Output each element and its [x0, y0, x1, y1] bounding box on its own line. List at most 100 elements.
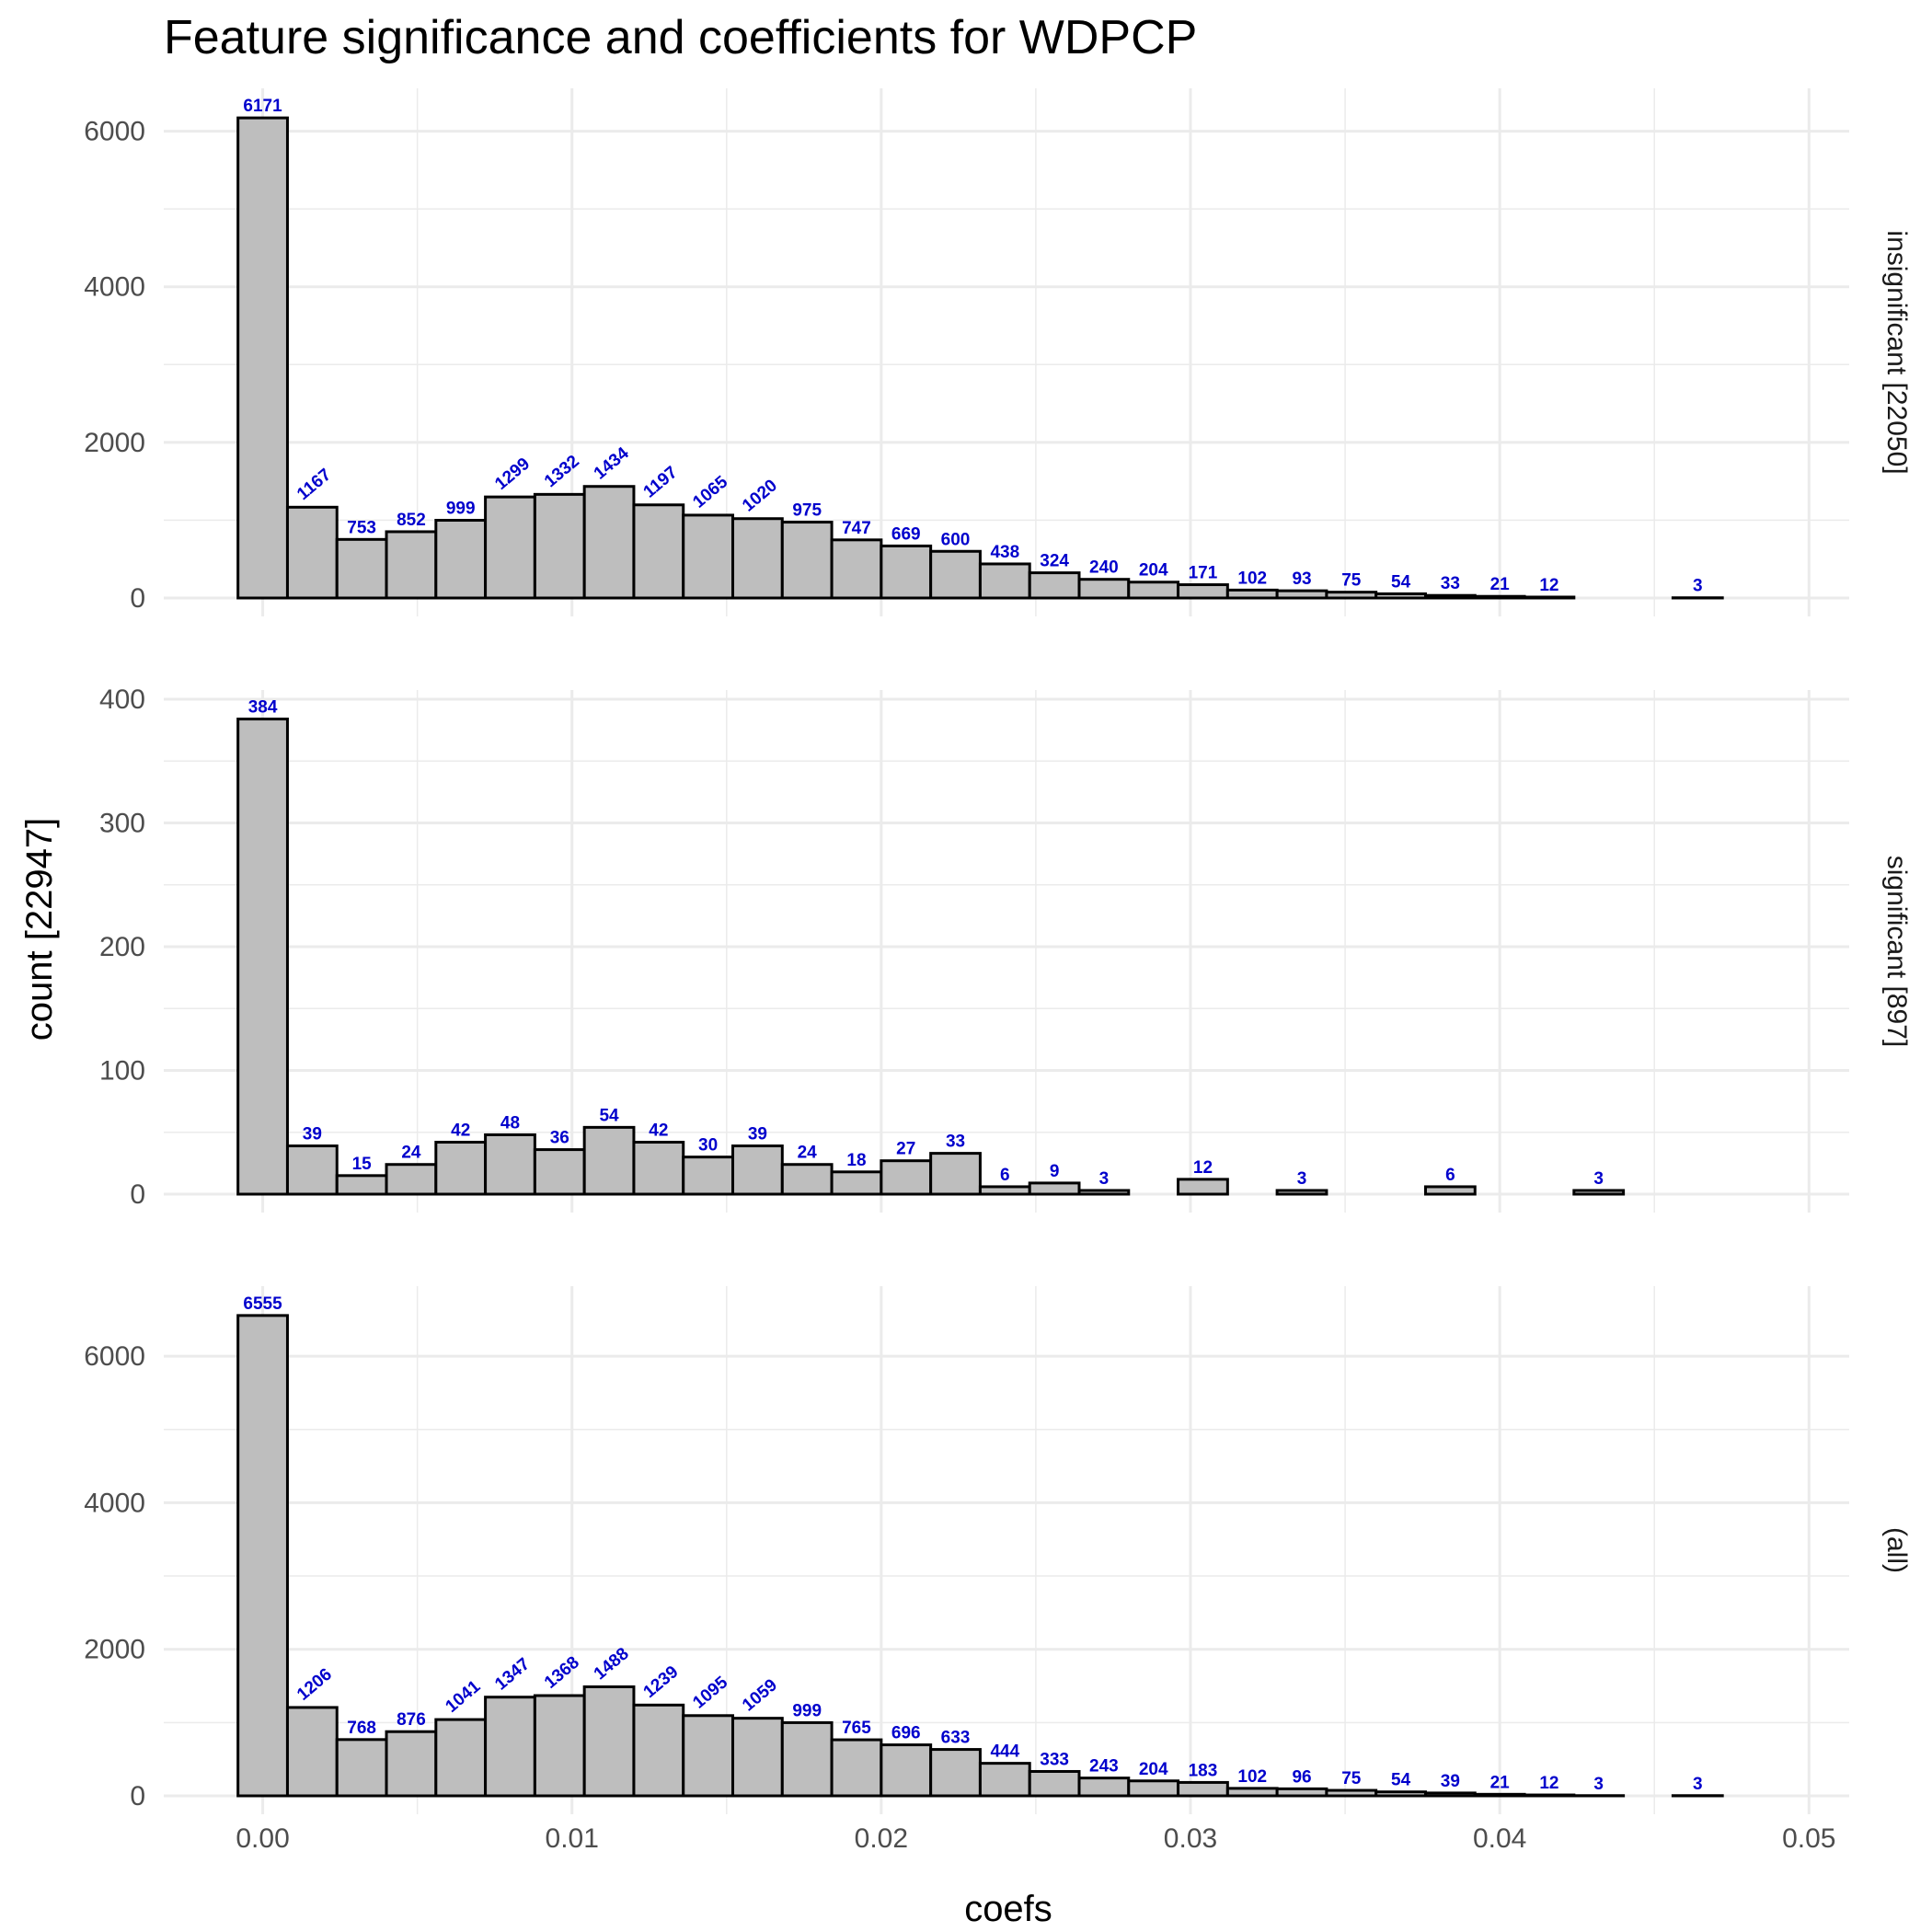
bar-value-label: 696 — [891, 1724, 921, 1743]
histogram-bar — [236, 718, 289, 1196]
histogram-bar — [1423, 593, 1477, 600]
bar-value-label: 1020 — [739, 476, 781, 515]
bar-value-label: 600 — [941, 530, 971, 549]
bar-value-label: 1041 — [442, 1676, 484, 1717]
y-tick-label: 4000 — [84, 1488, 145, 1518]
histogram-bar — [434, 1141, 488, 1196]
histogram-bar — [1077, 1777, 1131, 1798]
y-tick-label: 200 — [99, 932, 145, 962]
histogram-bar — [1275, 1787, 1328, 1798]
bar-value-label: 765 — [842, 1719, 871, 1738]
histogram-bar — [434, 1718, 488, 1798]
x-tick-label: 0.05 — [1782, 1823, 1835, 1854]
y-tick-label: 400 — [99, 684, 145, 715]
histogram-bar — [780, 521, 834, 600]
bar-value-label: 438 — [990, 543, 1019, 562]
y-tick-label: 2000 — [84, 1635, 145, 1665]
histogram-bar — [1473, 1792, 1526, 1798]
histogram-bar — [880, 1743, 933, 1798]
bar-value-label: 747 — [842, 519, 871, 538]
bar-value-label: 1065 — [689, 472, 731, 512]
bar-value-label: 102 — [1237, 1767, 1267, 1787]
x-tick-label: 0.00 — [236, 1823, 289, 1854]
histogram-bar — [533, 492, 586, 600]
bar-value-label: 75 — [1341, 1769, 1362, 1788]
histogram-bar — [1077, 1189, 1131, 1196]
bar-value-label: 444 — [990, 1742, 1019, 1762]
histogram-bar — [1127, 581, 1180, 600]
histogram-bar — [880, 1159, 933, 1196]
bar-value-label: 1332 — [541, 452, 583, 491]
bar-value-label: 1167 — [293, 466, 335, 505]
bar-value-label: 6171 — [243, 97, 282, 116]
histogram-bar — [533, 1148, 586, 1196]
bar-value-label: 42 — [451, 1121, 470, 1141]
histogram-bar — [1177, 583, 1229, 600]
bar-value-label: 30 — [698, 1136, 718, 1156]
bar-value-label: 27 — [896, 1140, 915, 1159]
histogram-bar — [780, 1720, 834, 1798]
histogram-bar — [484, 1133, 536, 1196]
histogram-bar — [682, 513, 735, 600]
bar-value-label: 9 — [1050, 1162, 1060, 1181]
histogram-bar — [1325, 1788, 1378, 1798]
bar-value-label: 54 — [1391, 1771, 1411, 1790]
histogram-bar — [582, 1125, 636, 1196]
histogram-bar — [632, 1141, 685, 1196]
histogram-bar — [1572, 1189, 1626, 1196]
bar-value-label: 21 — [1490, 575, 1511, 594]
histogram-bar — [929, 1152, 982, 1196]
bar-value-label: 669 — [891, 524, 921, 544]
histogram-bar — [682, 1156, 735, 1196]
bar-value-label: 42 — [649, 1121, 668, 1141]
y-tick-label: 0 — [130, 1781, 145, 1811]
bar-value-label: 93 — [1292, 569, 1311, 589]
bar-value-label: 1206 — [293, 1665, 336, 1705]
histogram-bar — [632, 503, 685, 600]
y-tick-label: 6000 — [84, 1341, 145, 1372]
bar-value-label: 6 — [1000, 1166, 1010, 1185]
bar-value-label: 3 — [1693, 1775, 1703, 1794]
bar-value-label: 12 — [1539, 1774, 1558, 1793]
histogram-bar — [1374, 592, 1427, 600]
bar-value-label: 36 — [550, 1129, 569, 1148]
x-tick-label: 0.04 — [1473, 1823, 1526, 1854]
x-tick-label: 0.03 — [1164, 1823, 1217, 1854]
bar-value-label: 33 — [946, 1133, 965, 1152]
histogram-bar — [285, 1706, 339, 1798]
bar-value-label: 75 — [1341, 571, 1362, 591]
bar-value-label: 39 — [303, 1125, 322, 1144]
bar-value-label: 975 — [792, 501, 822, 521]
histogram-bar — [1275, 589, 1328, 600]
histogram-bar — [1523, 595, 1576, 600]
bar-value-label: 384 — [248, 698, 278, 718]
histogram-bar — [1275, 1189, 1328, 1196]
histogram-bar — [731, 1144, 784, 1196]
bar-value-label: 24 — [798, 1144, 818, 1163]
bar-value-label: 633 — [941, 1729, 971, 1748]
bar-value-label: 333 — [1040, 1750, 1069, 1769]
histogram-bar — [929, 549, 982, 600]
x-tick-label: 0.01 — [546, 1823, 599, 1854]
bar-value-label: 12 — [1193, 1158, 1213, 1178]
bar-value-label: 12 — [1539, 576, 1558, 595]
histogram-bar — [1028, 571, 1081, 600]
bar-value-label: 243 — [1089, 1757, 1119, 1777]
y-tick-label: 4000 — [84, 272, 145, 303]
bar-value-label: 3 — [1593, 1775, 1604, 1794]
chart-title: Feature significance and coefficients fo… — [164, 11, 1197, 64]
y-tick-label: 6000 — [84, 117, 145, 147]
bar-value-label: 18 — [846, 1151, 866, 1170]
histogram-bar — [434, 519, 488, 600]
bar-value-label: 96 — [1292, 1767, 1311, 1787]
histogram-bar — [484, 495, 536, 600]
bar-value-label: 999 — [792, 1701, 822, 1720]
bar-value-label: 768 — [347, 1719, 376, 1738]
histogram-bar — [533, 1694, 586, 1798]
bar-value-label: 1347 — [491, 1654, 534, 1694]
bar-value-label: 33 — [1441, 574, 1460, 593]
bar-value-label: 21 — [1490, 1773, 1511, 1792]
